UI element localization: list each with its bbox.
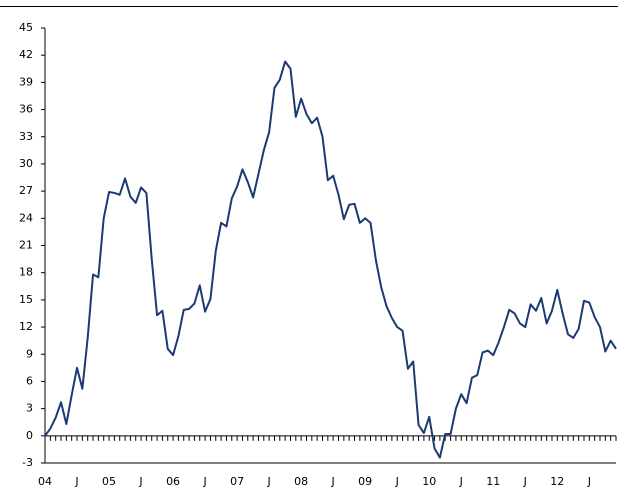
y-tick-label: 36: [19, 103, 33, 116]
x-tick-label: J: [74, 475, 78, 488]
x-tick-label: 06: [166, 475, 180, 488]
x-tick-label: J: [587, 475, 591, 488]
y-tick-label: 39: [19, 75, 33, 88]
y-tick-label: 3: [26, 402, 33, 415]
x-tick-label: 08: [294, 475, 308, 488]
x-tick-label: J: [523, 475, 527, 488]
x-tick-label: 07: [230, 475, 244, 488]
y-tick-label: 42: [19, 48, 33, 61]
x-tick-label: 12: [550, 475, 564, 488]
y-tick-label: -3: [22, 456, 33, 469]
x-tick-label: J: [331, 475, 335, 488]
x-tick-label: J: [138, 475, 142, 488]
y-tick-label: 45: [19, 21, 33, 34]
y-tick-label: 18: [19, 266, 33, 279]
x-tick-label: J: [459, 475, 463, 488]
x-tick-label: J: [202, 475, 206, 488]
y-tick-label: 6: [26, 374, 33, 387]
x-tick-label: J: [267, 475, 271, 488]
y-tick-label: 24: [19, 211, 33, 224]
data-line: [44, 60, 617, 459]
y-tick-label: 30: [19, 157, 33, 170]
x-tick-label: 11: [486, 475, 500, 488]
y-tick-label: 12: [19, 320, 33, 333]
x-tick-label: 09: [358, 475, 372, 488]
y-tick-label: 21: [19, 239, 33, 252]
x-tick-label: J: [395, 475, 399, 488]
y-tick-label: 27: [19, 184, 33, 197]
y-tick-label: 0: [26, 429, 33, 442]
y-tick-label: 33: [19, 130, 33, 143]
y-tick-label: 15: [19, 293, 33, 306]
x-tick-label: 05: [102, 475, 116, 488]
x-tick-label: 04: [38, 475, 52, 488]
x-tick-label: 10: [422, 475, 436, 488]
y-tick-label: 9: [26, 347, 33, 360]
